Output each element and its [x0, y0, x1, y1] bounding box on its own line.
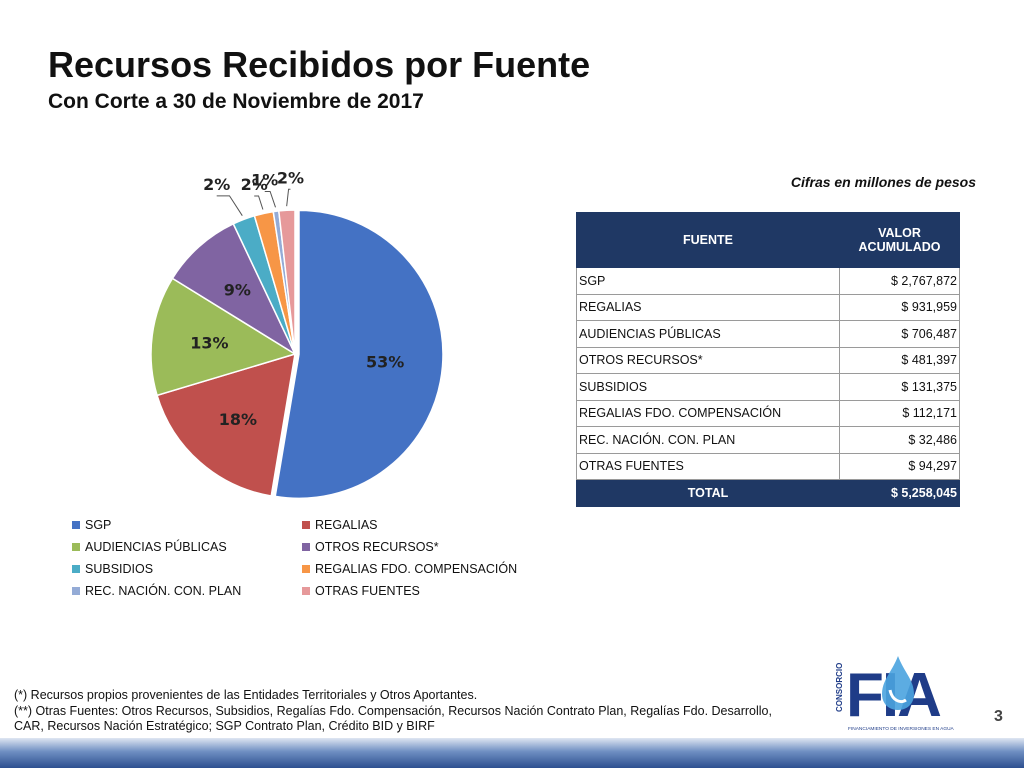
pie-chart: 53%18%13%9%2% 2%1%2% — [150, 168, 444, 500]
legend-item: SUBSIDIOS — [72, 562, 153, 576]
page-number: 3 — [994, 708, 1003, 725]
table-row: OTRAS FUENTES $ 94,297 — [576, 452, 960, 480]
total-value: $ 5,258,045 — [839, 479, 960, 507]
slice-label: 1% — [251, 170, 278, 189]
table-row: OTROS RECURSOS* $ 481,397 — [576, 346, 960, 374]
legend-label: SGP — [85, 518, 112, 532]
water-drop-icon — [882, 656, 914, 710]
cell-fuente: OTROS RECURSOS* — [576, 346, 840, 374]
slice-label: 53% — [366, 352, 404, 371]
cell-fuente: REGALIAS — [576, 293, 840, 321]
cell-fuente: REC. NACIÓN. CON. PLAN — [576, 426, 840, 454]
legend-item: REC. NACIÓN. CON. PLAN — [72, 584, 241, 598]
cell-valor: $ 32,486 — [839, 426, 960, 454]
slice-label: 9% — [224, 281, 251, 300]
legend-swatch — [72, 543, 80, 551]
cell-valor: $ 112,171 — [839, 399, 960, 427]
legend-label: SUBSIDIOS — [85, 562, 154, 576]
legend-swatch — [302, 565, 310, 573]
table-row: REC. NACIÓN. CON. PLAN $ 32,486 — [576, 426, 960, 454]
cell-fuente: REGALIAS FDO. COMPENSACIÓN — [576, 399, 840, 427]
pie-slice — [150, 277, 297, 397]
page-subtitle: Con Corte a 30 de Noviembre de 2017 — [48, 90, 424, 113]
leader-line — [286, 188, 291, 207]
legend-item: REGALIAS FDO. COMPENSACIÓN — [302, 562, 517, 576]
footnotes: (*) Recursos propios provenientes de las… — [14, 688, 772, 735]
page-title: Recursos Recibidos por Fuente — [48, 44, 591, 85]
legend-label: AUDIENCIAS PÚBLICAS — [85, 540, 227, 554]
cell-valor: $ 2,767,872 — [839, 267, 960, 295]
logo-tagline: FINANCIAMIENTO DE INVERSIONES EN AGUA — [848, 726, 955, 732]
table-row: REGALIAS $ 931,959 — [576, 293, 960, 321]
cell-valor: $ 706,487 — [839, 320, 960, 348]
units-note: Cifras en millones de pesos — [790, 174, 976, 190]
legend-item: OTRAS FUENTES — [302, 584, 420, 598]
sources-table: FUENTE VALOR ACUMULADO SGP $ 2,767,872 REG… — [576, 212, 960, 507]
pie-slice — [277, 209, 296, 355]
legend-item: OTROS RECURSOS* — [302, 540, 439, 554]
leader-line — [216, 195, 243, 216]
table-total-row: TOTAL $ 5,258,045 — [576, 479, 960, 507]
bottom-bar — [0, 738, 1024, 768]
slice-label: 13% — [190, 334, 228, 353]
table-row: REGALIAS FDO. COMPENSACIÓN $ 112,171 — [576, 399, 960, 427]
legend-item: SGP — [72, 518, 111, 532]
legend-swatch — [302, 543, 310, 551]
cell-valor: $ 481,397 — [839, 346, 960, 374]
table-row: SUBSIDIOS $ 131,375 — [576, 373, 960, 401]
pie-slice — [171, 222, 297, 356]
legend-label: REC. NACIÓN. CON. PLAN — [85, 584, 242, 598]
legend-label: OTRAS FUENTES — [315, 584, 420, 598]
cell-fuente: SGP — [576, 267, 840, 295]
table-row: AUDIENCIAS PÚBLICAS $ 706,487 — [576, 320, 960, 348]
table-row: SGP $ 2,767,872 — [576, 267, 960, 295]
cell-fuente: AUDIENCIAS PÚBLICAS — [576, 320, 840, 348]
legend-label: REGALIAS — [315, 518, 378, 532]
slice-label: 2% — [203, 175, 230, 194]
legend-label: OTROS RECURSOS* — [315, 540, 439, 554]
cell-valor: $ 94,297 — [839, 452, 960, 480]
cell-fuente: SUBSIDIOS — [576, 373, 840, 401]
legend-item: REGALIAS — [302, 518, 378, 532]
logo-vertical-text: CONSORCIO — [835, 663, 844, 712]
table-header-fuente: FUENTE — [576, 212, 840, 268]
legend-swatch — [72, 565, 80, 573]
slice-label: 2% — [241, 175, 268, 194]
leader-line — [264, 190, 276, 208]
fia-logo: CONSORCIO FIA FINANCIAMIENTO DE INVERSIO… — [835, 656, 955, 732]
legend-swatch — [72, 587, 80, 595]
cell-valor: $ 131,375 — [839, 373, 960, 401]
footnote-3: CAR, Recursos Nación Estratégico; SGP Co… — [14, 719, 435, 733]
slice-label: 2% — [277, 168, 304, 187]
legend-swatch — [302, 587, 310, 595]
footnote-2: (**) Otras Fuentes: Otros Recursos, Subs… — [14, 703, 772, 718]
slice-label: 18% — [219, 410, 257, 429]
legend-swatch — [72, 521, 80, 529]
pie-slice — [274, 209, 444, 500]
cell-fuente: OTRAS FUENTES — [576, 452, 840, 480]
table-header-valor: VALOR ACUMULADO — [839, 212, 960, 268]
total-label: TOTAL — [576, 479, 840, 507]
legend-item: AUDIENCIAS PÚBLICAS — [72, 540, 227, 554]
pie-slice — [156, 352, 296, 497]
legend-label: REGALIAS FDO. COMPENSACIÓN — [315, 562, 518, 576]
leader-line — [254, 195, 264, 210]
footnote-1: (*) Recursos propios provenientes de las… — [14, 688, 478, 702]
cell-valor: $ 931,959 — [839, 293, 960, 321]
legend-swatch — [302, 521, 310, 529]
